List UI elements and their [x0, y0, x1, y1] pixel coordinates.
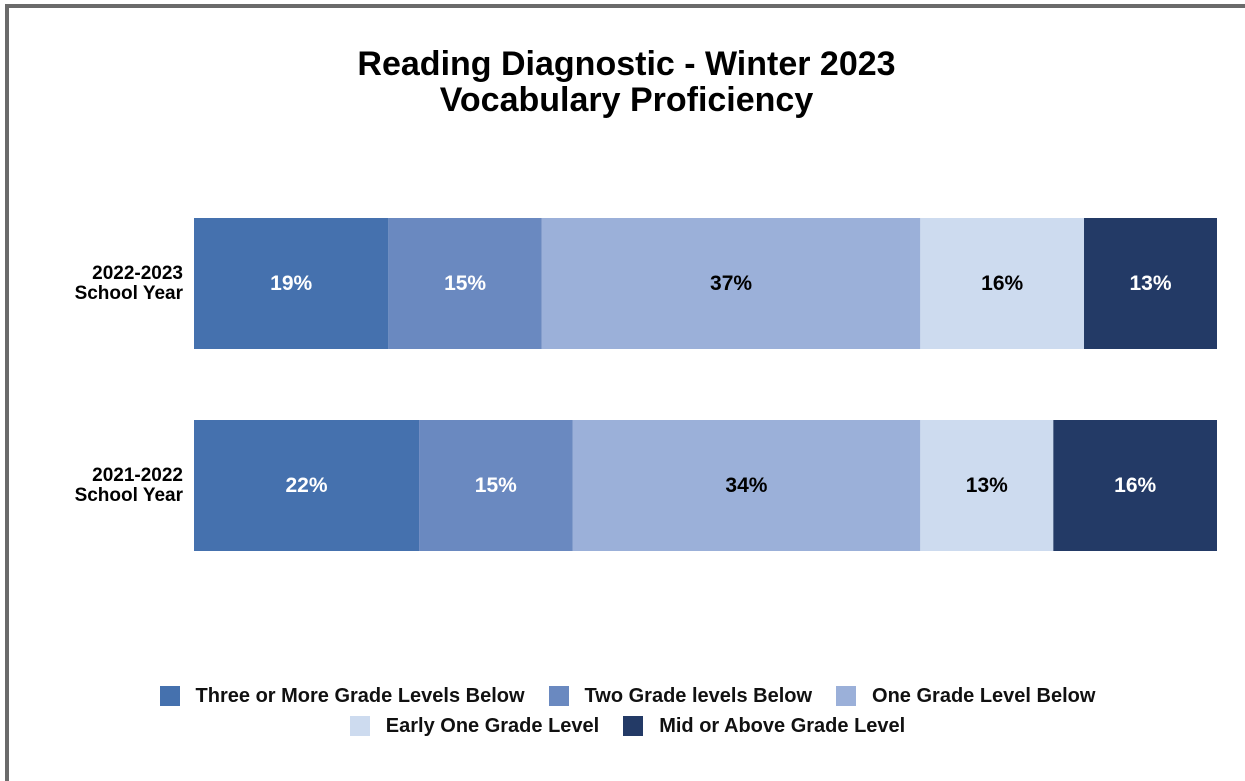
legend-label: Two Grade levels Below: [584, 685, 813, 707]
legend-label: Mid or Above Grade Level: [659, 715, 906, 737]
data-label: 34%: [725, 474, 767, 497]
bar-segment: [194, 218, 389, 349]
bar-segment: [572, 420, 921, 551]
bar-segment: [419, 420, 573, 551]
legend-swatch: [623, 716, 644, 736]
data-label: 22%: [286, 474, 328, 497]
bar-segment: [920, 420, 1054, 551]
legend-item: Two Grade levels Below: [548, 685, 813, 707]
legend: Three or More Grade Levels Below Two Grad…: [105, 685, 1150, 737]
bar-segment: [194, 420, 420, 551]
legend-item: Three or More Grade Levels Below: [159, 685, 525, 707]
data-label: 37%: [710, 272, 752, 295]
y-tick-label: 2021-2022 School Year: [74, 464, 183, 506]
legend-item: One Grade Level Below: [836, 685, 1095, 707]
bar-segment: [920, 218, 1085, 349]
legend-label: Three or More Grade Levels Below: [195, 685, 525, 707]
data-label: 16%: [981, 272, 1023, 295]
data-label: 16%: [1114, 474, 1156, 497]
chart-subtitle: Vocabulary Proficiency: [439, 81, 814, 119]
legend-swatch: [836, 686, 857, 706]
title-block: Reading Diagnostic - Winter 2023 Vocabul…: [0, 46, 1245, 118]
legend-swatch: [349, 716, 370, 736]
legend-swatch: [548, 686, 569, 706]
data-label: 13%: [1129, 272, 1171, 295]
frame-border: [5, 4, 1245, 781]
legend-label: Early One Grade Level: [385, 715, 600, 737]
bar-segment: [541, 218, 921, 349]
legend-swatch: [159, 686, 180, 706]
chart-title: Reading Diagnostic - Winter 2023: [357, 45, 896, 83]
bar-segment: [1084, 218, 1217, 349]
data-label: 15%: [475, 474, 517, 497]
bar-segment: [1053, 420, 1217, 551]
legend-label: One Grade Level Below: [872, 685, 1096, 707]
data-label: 13%: [966, 474, 1008, 497]
legend-item: Mid or Above Grade Level: [623, 715, 905, 737]
bar-segment: [388, 218, 542, 349]
y-tick-label: 2022-2023 School Year: [74, 262, 183, 304]
data-label: 19%: [270, 272, 312, 295]
legend-item: Early One Grade Level: [349, 715, 600, 737]
data-label: 15%: [444, 272, 486, 295]
